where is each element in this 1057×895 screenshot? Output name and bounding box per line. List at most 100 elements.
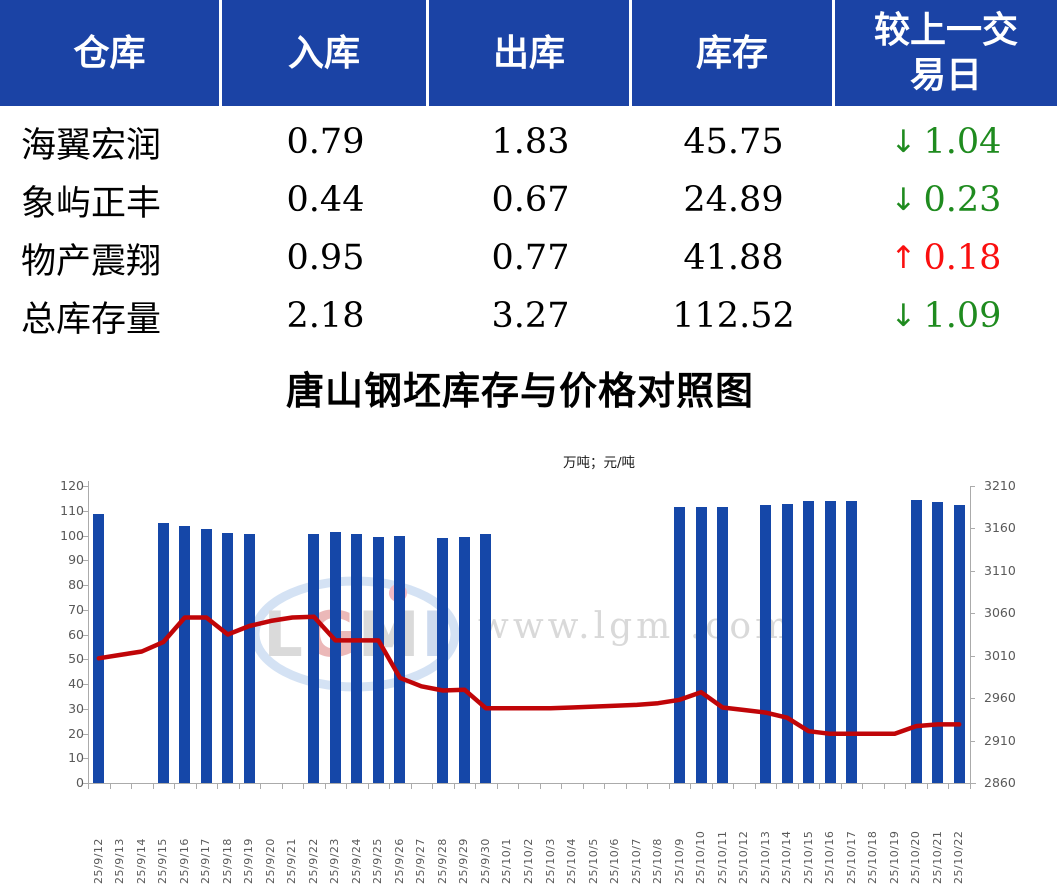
right-axis-tickmark	[970, 613, 975, 615]
table-row: 总库存量 2.18 3.27 112.52 ↓ 1.09	[0, 287, 1057, 345]
inbound-value: 0.44	[286, 180, 365, 220]
left-axis-tick-label: 120	[60, 478, 84, 493]
inventory-bar	[351, 534, 363, 783]
x-axis-tick-label: 25/10/7	[629, 838, 643, 884]
x-axis-tick-label: 25/10/6	[608, 838, 622, 884]
change-cell: ↓ 1.09	[835, 287, 1057, 345]
inbound-value: 0.95	[286, 238, 365, 278]
x-axis-tickmark	[862, 783, 864, 789]
x-axis-tickmark	[238, 783, 240, 789]
x-axis-tickmark	[174, 783, 176, 789]
x-axis-tick-label: 25/9/17	[199, 838, 213, 884]
x-axis-tickmark	[496, 783, 498, 789]
right-axis-tick-label: 3160	[984, 520, 1016, 536]
right-axis-tickmark	[970, 528, 975, 530]
x-axis-tickmark	[668, 783, 670, 789]
right-axis-tick-label: 3060	[984, 605, 1016, 621]
inventory-bar	[222, 533, 234, 783]
x-axis-tick-label: 25/9/30	[478, 838, 492, 884]
x-axis-tick-label: 25/10/16	[823, 830, 837, 884]
x-axis-tickmark	[582, 783, 584, 789]
right-axis-tick-label: 3110	[984, 562, 1016, 578]
table-header-cell: 库存	[632, 0, 835, 106]
x-axis-tick-label: 25/9/23	[328, 838, 342, 884]
warehouse-name: 象屿正丰	[21, 183, 162, 224]
x-axis-tick-label: 25/9/24	[349, 838, 363, 884]
inventory-bar	[458, 536, 470, 783]
x-axis-tickmark	[754, 783, 756, 789]
x-axis-tickmark	[346, 783, 348, 789]
x-axis-tick-label: 25/9/19	[242, 838, 256, 884]
x-axis-tick-label: 25/10/18	[866, 830, 880, 884]
x-axis-tick-label: 25/10/13	[758, 830, 772, 884]
change-value: 0.18	[923, 238, 1002, 278]
x-axis-tick-label: 25/10/20	[909, 830, 923, 884]
warehouse-name: 海翼宏润	[21, 125, 162, 166]
inventory-bar	[372, 536, 384, 783]
left-axis-tick-label: 30	[68, 700, 84, 716]
x-axis-tickmark	[152, 783, 154, 789]
x-axis-tick-label: 25/10/2	[522, 838, 535, 884]
left-axis-tick-label: 40	[68, 676, 84, 691]
table-row: 海翼宏润 0.79 1.83 45.75 ↓ 1.04	[0, 113, 1057, 171]
x-axis-tickmark	[840, 783, 842, 789]
change-value: 1.04	[923, 122, 1002, 162]
inventory-bar	[781, 503, 793, 783]
x-axis-tickmark	[539, 783, 541, 789]
right-axis-tick-label: 2910	[984, 732, 1016, 748]
x-axis-tick-label: 25/9/12	[91, 838, 105, 884]
arrow-down-icon: ↓	[890, 298, 917, 334]
x-axis-tick-label: 25/10/9	[672, 838, 686, 884]
change-cell: ↓ 0.23	[835, 171, 1057, 229]
outbound-value: 0.77	[491, 238, 570, 278]
axis-unit-label: 万吨；元/吨	[563, 455, 636, 471]
x-axis-tick-label: 25/9/13	[113, 838, 127, 884]
x-axis-tickmark	[647, 783, 649, 789]
x-axis-tick-label: 25/10/4	[565, 838, 579, 884]
table-header-cell: 出库	[429, 0, 632, 106]
x-axis-tickmark	[604, 783, 606, 789]
table-header: 仓库 入库 出库 库存 较上一交易日	[0, 0, 1057, 106]
x-axis-tickmark	[389, 783, 391, 789]
right-axis-tick-label: 3010	[984, 647, 1016, 663]
arrow-up-icon: ↑	[890, 240, 917, 276]
inventory-bar	[308, 534, 320, 783]
x-axis-tick-label: 25/10/5	[586, 838, 600, 884]
left-axis-tick-label: 70	[68, 601, 84, 617]
x-axis-tick-label: 25/10/14	[780, 830, 794, 884]
x-axis-tickmark	[217, 783, 219, 789]
left-axis-tickmark	[83, 659, 88, 661]
x-axis-tickmark	[475, 783, 477, 789]
table-header-cell: 仓库	[0, 0, 222, 106]
outbound-value: 3.27	[491, 296, 570, 336]
inventory-bar	[932, 501, 944, 783]
change-value: 0.23	[923, 180, 1002, 220]
x-axis-tickmark	[883, 783, 885, 789]
left-axis-tickmark	[83, 585, 88, 586]
inventory-bar	[824, 500, 836, 783]
y-axis-line	[88, 481, 89, 783]
left-axis-tick-label: 0	[76, 775, 84, 790]
x-axis-tickmark	[970, 783, 971, 789]
inventory-bar	[200, 528, 212, 783]
inventory-bar	[437, 537, 449, 783]
left-axis-tickmark	[83, 510, 88, 512]
left-axis-tickmark	[83, 560, 88, 562]
x-axis-tickmark	[948, 783, 950, 789]
x-axis-tickmark	[518, 783, 520, 789]
x-axis-tickmark	[776, 783, 778, 789]
x-axis-tick-label: 25/9/20	[263, 838, 277, 884]
left-axis-tickmark	[83, 609, 88, 611]
stock-value: 24.89	[683, 180, 784, 220]
left-axis-tick-label: 100	[60, 527, 84, 543]
x-axis-tickmark	[733, 783, 735, 789]
x-axis-tickmark	[711, 783, 713, 789]
inventory-bar	[695, 506, 707, 783]
inventory-bar	[953, 504, 965, 783]
right-axis-tickmark	[970, 783, 975, 784]
chart-title: 唐山钢坯库存与价格对照图	[285, 368, 754, 413]
x-axis-tick-label: 25/10/19	[887, 830, 901, 884]
x-axis-tick-label: 25/10/8	[651, 838, 665, 884]
inventory-bar	[717, 506, 729, 783]
